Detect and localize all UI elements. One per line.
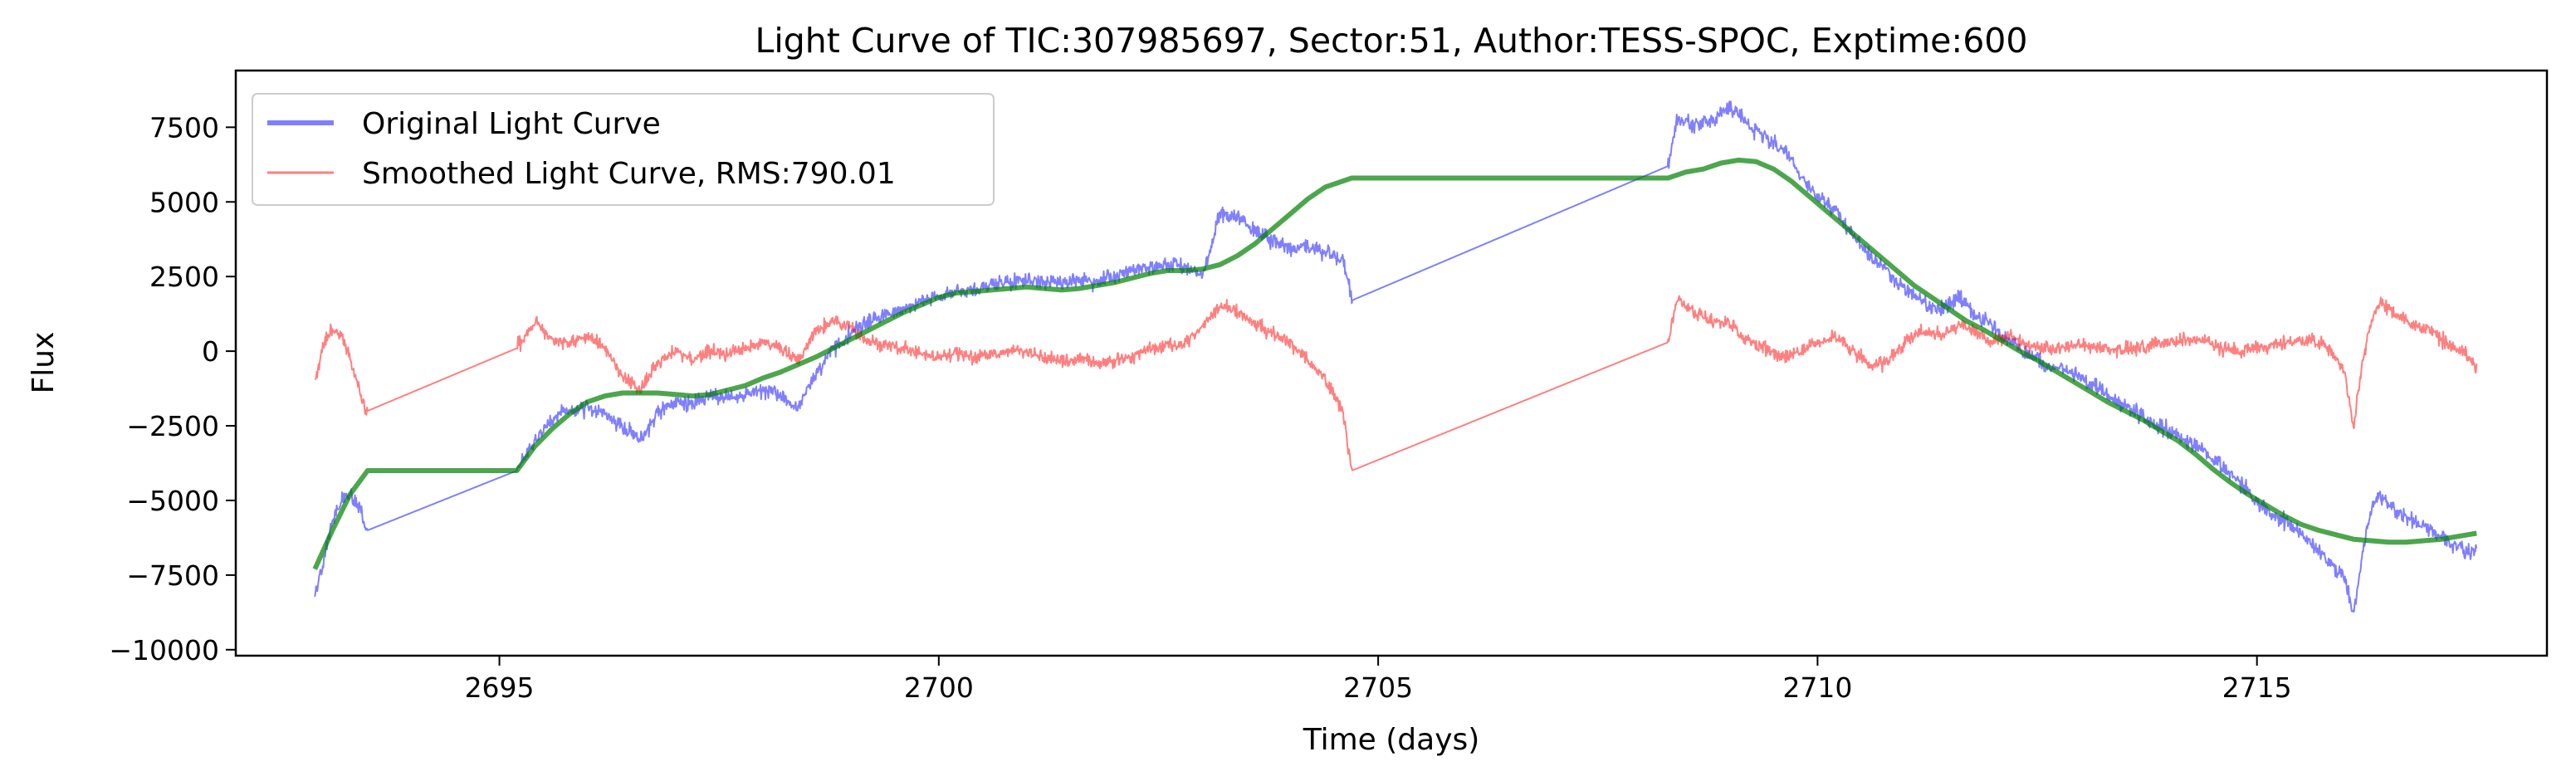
axes-frame xyxy=(234,69,2549,657)
series-smoothed xyxy=(314,295,2478,471)
y-tick-label: −7500 xyxy=(126,559,219,592)
legend-label-smoothed: Smoothed Light Curve, RMS:790.01 xyxy=(362,157,896,191)
chart-title: Light Curve of TIC:307985697, Sector:51,… xyxy=(755,21,2028,61)
x-tick-label: 2715 xyxy=(2222,671,2292,704)
series-trend xyxy=(312,157,2477,570)
x-tick-label: 2710 xyxy=(1782,671,1852,704)
y-tick-label: 2500 xyxy=(149,261,219,293)
y-tick-label: 5000 xyxy=(149,186,219,218)
y-tick-label: −10000 xyxy=(109,634,219,666)
x-tick-label: 2700 xyxy=(904,671,974,704)
series-layer xyxy=(312,100,2478,613)
x-tick-label: 2705 xyxy=(1343,671,1413,704)
y-tick-label: −2500 xyxy=(126,410,219,442)
x-axis-label: Time (days) xyxy=(1303,723,1480,757)
y-tick-label: 0 xyxy=(202,335,219,368)
x-tick-label: 2695 xyxy=(465,671,535,704)
y-axis-label: Flux xyxy=(27,332,61,394)
plot-area xyxy=(234,69,2549,657)
x-axis: 2695 2700 2705 2710 2715 xyxy=(465,656,2292,704)
y-tick-label: −5000 xyxy=(126,485,219,517)
legend-label-original: Original Light Curve xyxy=(362,107,661,141)
legend: Original Light Curve Smoothed Light Curv… xyxy=(252,93,995,206)
legend-box xyxy=(252,93,995,206)
y-tick-label: 7500 xyxy=(149,111,219,144)
y-axis: −10000 −7500 −5000 −2500 0 2500 5000 7500 xyxy=(109,111,236,666)
